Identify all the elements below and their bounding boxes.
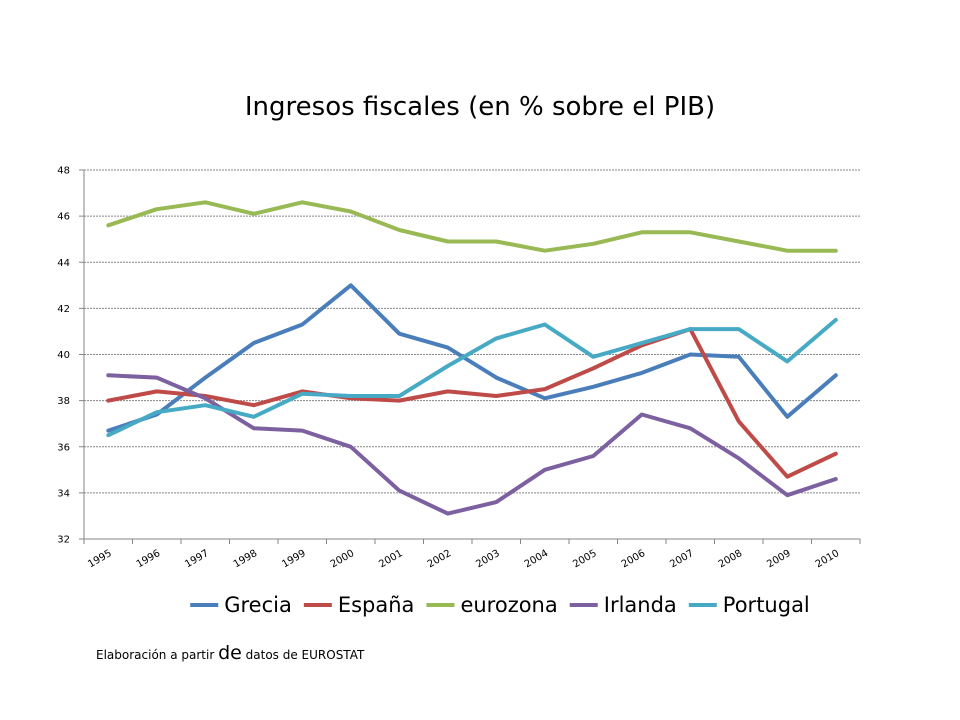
x-tick-label: 2003 (474, 548, 502, 570)
x-tick-label: 1997 (183, 548, 211, 570)
source-note: Elaboración a partir de datos de EUROSTA… (96, 642, 364, 664)
x-tick-label: 2009 (765, 548, 793, 570)
x-tick-label: 1999 (280, 548, 308, 570)
gridlines (84, 169, 860, 494)
x-tick-label: 2001 (377, 548, 405, 570)
x-tick-label: 2000 (329, 548, 357, 570)
legend-label-grecia: Grecia (224, 593, 292, 617)
x-tick-label: 2006 (620, 548, 648, 570)
y-tick-label: 44 (57, 258, 70, 269)
x-tick-label: 2005 (571, 548, 599, 570)
legend-label-eurozona: eurozona (460, 593, 557, 617)
legend-label-irlanda: Irlanda (604, 593, 677, 617)
series-line-españa (106, 327, 838, 479)
x-tick-label: 2007 (668, 548, 696, 570)
x-tick-label: 2004 (523, 548, 551, 570)
y-tick-label: 48 (57, 166, 70, 177)
x-tick-label: 1996 (135, 548, 163, 570)
source-note-prefix: Elaboración a partir (96, 648, 219, 662)
y-tick-label: 32 (57, 535, 70, 546)
series-line-eurozona (106, 200, 838, 253)
legend-label-portugal: Portugal (723, 593, 810, 617)
y-tick-label: 36 (57, 442, 70, 453)
source-note-de: de (218, 642, 242, 664)
x-tick-label: 2002 (426, 548, 454, 570)
source-note-suffix: datos de EUROSTAT (241, 648, 365, 662)
series-lines (106, 200, 838, 516)
x-tick-label: 1998 (232, 548, 260, 570)
y-tick-label: 42 (57, 304, 70, 315)
x-tick-label: 2010 (814, 548, 842, 570)
series-line-grecia (106, 283, 838, 433)
series-line-portugal (106, 317, 838, 438)
series-line-irlanda (106, 373, 838, 516)
x-tick-label: 2008 (717, 548, 745, 570)
y-tick-label: 40 (57, 350, 70, 361)
chart-title: Ingresos fiscales (en % sobre el PIB) (244, 92, 716, 122)
x-tick-label: 1995 (86, 548, 114, 570)
y-tick-label: 46 (57, 212, 70, 223)
legend: Grecia España eurozona Irlanda Portugal (190, 593, 810, 617)
y-tick-label: 34 (57, 488, 70, 499)
legend-label-españa: España (338, 593, 415, 617)
y-tick-label: 38 (57, 396, 70, 407)
